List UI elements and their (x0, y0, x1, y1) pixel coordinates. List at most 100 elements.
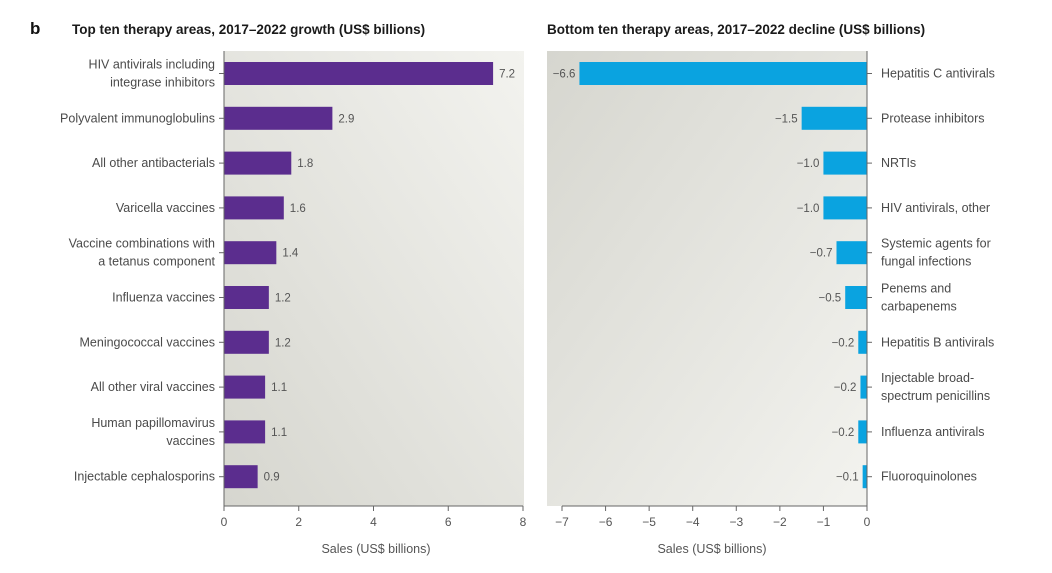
category-label-line: Human papillomavirus (91, 416, 215, 430)
category-label-line: spectrum penicillins (881, 389, 990, 403)
category-label-line: Varicella vaccines (116, 201, 215, 215)
x-tick-label-1-3: −4 (686, 515, 700, 529)
x-tick-label-1-7: 0 (864, 515, 871, 529)
bar-1-7 (860, 375, 867, 399)
left-bars: 7.2 2.9 1.8 1.6 1.4 1.2 1.2 1.1 1.1 0.9 (224, 62, 515, 489)
category-label-line: integrase inhibitors (110, 76, 215, 90)
right-chart-title: Bottom ten therapy areas, 2017–2022 decl… (547, 22, 925, 37)
category-label-line: Influenza vaccines (112, 291, 215, 305)
bar-1-8 (858, 420, 867, 444)
value-label-1-6: −0.2 (832, 337, 855, 349)
bar-0-0 (224, 62, 494, 85)
category-label-0-0: HIV antivirals including integrase inhibi… (89, 58, 215, 90)
category-label-0-5: Influenza vaccines (112, 291, 215, 305)
value-label-1-9: −0.1 (836, 472, 859, 484)
bar-1-3 (823, 196, 867, 220)
category-label-0-1: Polyvalent immunoglobulins (60, 111, 215, 125)
bar-1-0 (579, 62, 867, 85)
bar-1-9 (862, 465, 867, 489)
left-chart-title: Top ten therapy areas, 2017–2022 growth … (72, 22, 425, 37)
category-label-line: Hepatitis C antivirals (881, 67, 995, 81)
left-axes: HIV antivirals including integrase inhibi… (60, 51, 527, 529)
category-label-0-8: Human papillomavirus vaccines (91, 416, 215, 448)
value-label-0-7: 1.1 (271, 382, 287, 394)
category-label-line: All other viral vaccines (91, 380, 215, 394)
bar-1-1 (801, 106, 867, 130)
category-label-line: NRTIs (881, 156, 916, 170)
bar-1-4 (836, 241, 867, 265)
x-tick-label-1-4: −3 (729, 515, 743, 529)
value-label-0-9: 0.9 (264, 472, 280, 484)
bar-1-6 (858, 330, 867, 354)
x-tick-label-1-0: −7 (555, 515, 569, 529)
x-tick-label-0-1: 2 (295, 515, 302, 529)
x-tick-label-1-1: −6 (599, 515, 613, 529)
value-label-0-6: 1.2 (275, 337, 291, 349)
value-label-1-5: −0.5 (819, 293, 842, 305)
right-x-axis-title: Sales (US$ billions) (657, 542, 766, 556)
category-label-0-6: Meningococcal vaccines (80, 335, 216, 349)
category-label-1-1: Protease inhibitors (881, 111, 985, 125)
category-label-1-3: HIV antivirals, other (881, 201, 990, 215)
value-label-1-0: −6.6 (553, 69, 576, 81)
value-label-1-4: −0.7 (810, 248, 833, 260)
category-label-line: fungal infections (881, 255, 971, 269)
value-label-0-5: 1.2 (275, 293, 291, 305)
bar-1-5 (845, 286, 867, 309)
category-label-0-4: Vaccine combinations with a tetanus compo… (69, 237, 216, 269)
category-label-1-2: NRTIs (881, 156, 916, 170)
category-label-line: Polyvalent immunoglobulins (60, 111, 215, 125)
value-label-1-1: −1.5 (775, 113, 798, 125)
category-label-1-8: Influenza antivirals (881, 425, 985, 439)
category-label-line: carbapenems (881, 300, 957, 314)
category-label-line: Systemic agents for (881, 237, 991, 251)
value-label-1-7: −0.2 (834, 382, 857, 394)
category-label-line: Fluoroquinolones (881, 470, 977, 484)
bar-0-9 (224, 465, 258, 489)
value-label-0-0: 7.2 (499, 69, 515, 81)
category-label-line: Injectable cephalosporins (74, 470, 215, 484)
category-label-line: a tetanus component (98, 255, 215, 269)
value-label-0-2: 1.8 (297, 158, 313, 170)
x-tick-label-0-4: 8 (520, 515, 527, 529)
panel-letter: b (30, 19, 40, 38)
bar-0-5 (224, 286, 269, 309)
bar-0-6 (224, 330, 269, 354)
bar-0-8 (224, 420, 266, 444)
category-label-line: Meningococcal vaccines (80, 335, 216, 349)
category-label-line: HIV antivirals including (89, 58, 215, 72)
x-tick-label-1-6: −1 (817, 515, 831, 529)
category-label-line: Penems and (881, 282, 951, 296)
bar-0-3 (224, 196, 284, 220)
bar-1-2 (823, 151, 867, 175)
category-label-line: Protease inhibitors (881, 111, 985, 125)
bar-0-1 (224, 106, 333, 130)
category-label-line: Injectable broad- (881, 371, 974, 385)
category-label-0-7: All other viral vaccines (91, 380, 215, 394)
category-label-line: All other antibacterials (92, 156, 215, 170)
bar-0-7 (224, 375, 266, 399)
category-label-line: HIV antivirals, other (881, 201, 990, 215)
category-label-0-2: All other antibacterials (92, 156, 215, 170)
category-label-line: Vaccine combinations with (69, 237, 215, 251)
category-label-line: vaccines (166, 434, 215, 448)
x-tick-label-1-5: −2 (773, 515, 787, 529)
right-bars: −6.6 −1.5 −1.0 −1.0 −0.7 −0.5 −0.2 −0.2 −0.2 −0.1 (553, 62, 867, 489)
category-label-1-5: Penems and carbapenems (881, 282, 957, 314)
value-label-1-3: −1.0 (797, 203, 820, 215)
category-label-0-3: Varicella vaccines (116, 201, 215, 215)
bar-0-4 (224, 241, 277, 265)
category-label-line: Hepatitis B antivirals (881, 335, 994, 349)
value-label-0-3: 1.6 (290, 203, 306, 215)
value-label-0-1: 2.9 (338, 113, 354, 125)
x-tick-label-0-2: 4 (370, 515, 377, 529)
value-label-1-2: −1.0 (797, 158, 820, 170)
value-label-0-4: 1.4 (282, 248, 299, 260)
category-label-1-0: Hepatitis C antivirals (881, 67, 995, 81)
category-label-1-9: Fluoroquinolones (881, 470, 977, 484)
x-tick-label-0-3: 6 (445, 515, 452, 529)
value-label-1-8: −0.2 (832, 427, 855, 439)
category-label-1-7: Injectable broad-spectrum penicillins (881, 371, 990, 403)
